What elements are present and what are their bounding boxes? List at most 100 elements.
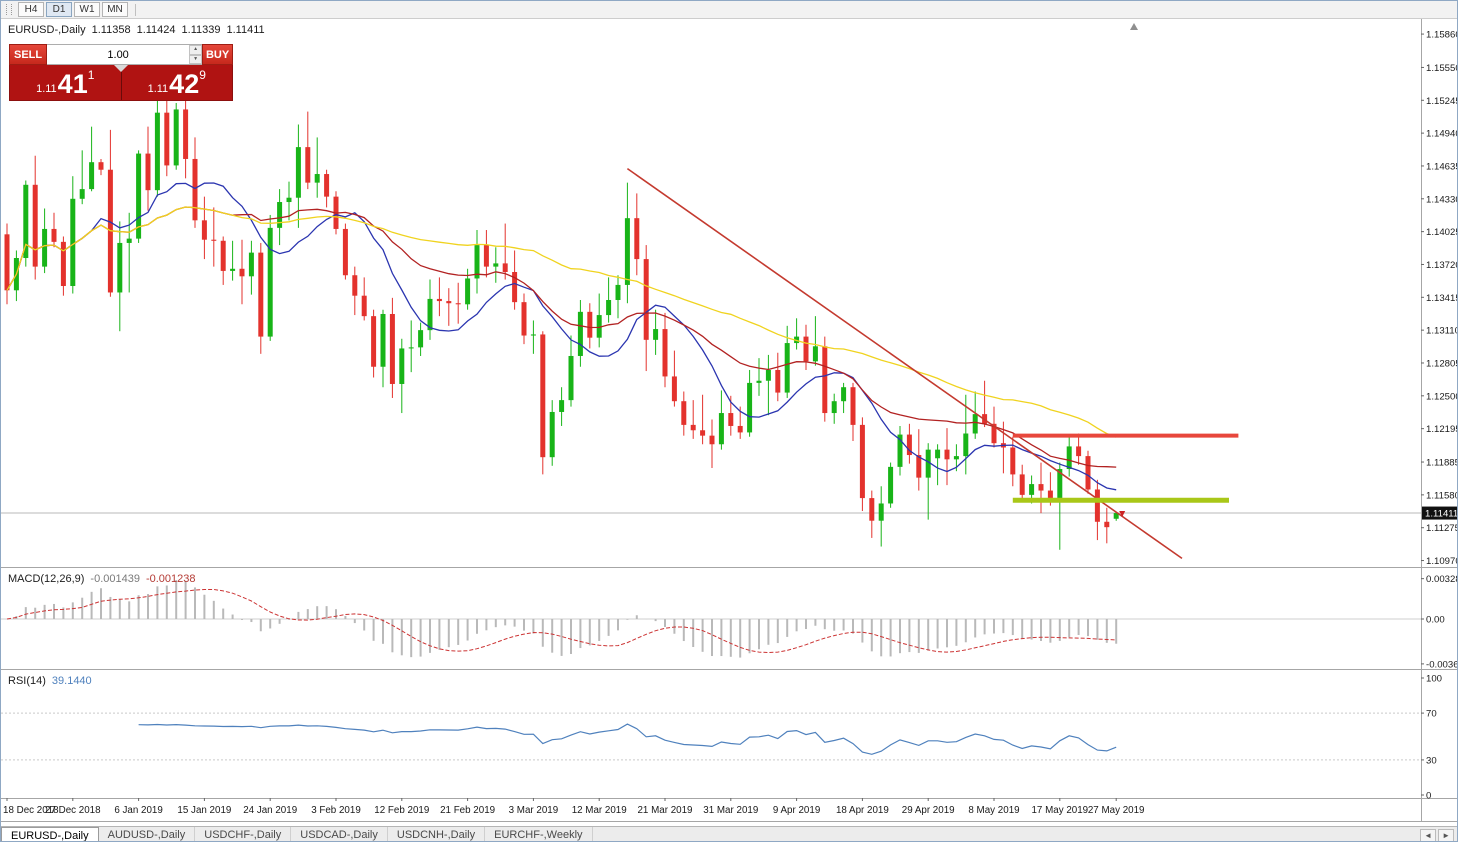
macd-name: MACD(12,26,9) — [8, 573, 85, 585]
svg-text:0: 0 — [1426, 791, 1431, 802]
volume-input[interactable] — [47, 45, 190, 64]
bid-big-digits: 41 — [57, 69, 88, 99]
volume-up-button[interactable]: ▲ — [189, 45, 203, 55]
ma-line-10 — [6, 182, 1117, 491]
svg-text:27 May 2019: 27 May 2019 — [1088, 805, 1145, 816]
current-price-badge — [1422, 506, 1457, 520]
svg-text:31 Mar 2019: 31 Mar 2019 — [703, 805, 758, 816]
svg-text:0.00328: 0.00328 — [1426, 574, 1458, 585]
buy-button[interactable]: BUY — [202, 44, 233, 65]
rsi-line — [138, 723, 1117, 755]
macd-header: MACD(12,26,9) -0.001439 -0.001238 — [8, 573, 196, 585]
descending-trendline — [626, 167, 1183, 560]
tab-audusd-daily[interactable]: AUDUSD-,Daily — [98, 827, 196, 841]
volume-down-button[interactable]: ▼ — [189, 54, 203, 64]
svg-text:1.14635: 1.14635 — [1426, 161, 1458, 172]
svg-text:70: 70 — [1426, 709, 1437, 720]
toolbar-separator — [135, 3, 136, 16]
quote-display: 1.11 41 1 1.11 42 9 — [9, 65, 233, 101]
svg-text:12 Mar 2019: 12 Mar 2019 — [572, 805, 627, 816]
price-pane[interactable] — [1, 92, 1421, 560]
ma-line-25 — [6, 206, 1117, 468]
rsi-pane[interactable] — [1, 712, 1421, 761]
svg-text:30: 30 — [1426, 755, 1437, 766]
tab-usdcad-daily[interactable]: USDCAD-,Daily — [291, 827, 388, 841]
svg-text:15 Jan 2019: 15 Jan 2019 — [177, 805, 231, 816]
svg-text:-0.00365: -0.00365 — [1426, 659, 1458, 670]
macd-pane[interactable] — [1, 580, 1421, 658]
tab-eurchf-weekly[interactable]: EURCHF-,Weekly — [485, 827, 593, 841]
svg-text:9 Apr 2019: 9 Apr 2019 — [773, 805, 820, 816]
svg-text:1.14025: 1.14025 — [1426, 227, 1458, 238]
svg-text:18 Dec 2018: 18 Dec 2018 — [3, 805, 59, 816]
svg-text:1.15550: 1.15550 — [1426, 63, 1458, 74]
bid-prefix: 1.11 — [36, 83, 57, 95]
svg-text:17 May 2019: 17 May 2019 — [1031, 805, 1088, 816]
rsi-value: 39.1440 — [51, 675, 92, 687]
volume-box: ▲ ▼ — [47, 44, 203, 65]
tabs-scroll-arrows: ◄ ► — [1420, 827, 1457, 841]
svg-text:1.15860: 1.15860 — [1426, 30, 1458, 41]
buy-price-button[interactable]: 1.11 42 9 — [122, 65, 233, 100]
quote-divider-icon — [114, 65, 128, 72]
trade-controls-row: SELL ▲ ▼ BUY — [9, 44, 233, 65]
svg-text:1.13415: 1.13415 — [1426, 293, 1458, 304]
tab-usdcnh-daily[interactable]: USDCNH-,Daily — [387, 827, 486, 841]
tabs-scroll-left-button[interactable]: ◄ — [1420, 828, 1437, 841]
sell-arrow-marker — [1119, 511, 1126, 518]
macd-signal-line — [6, 589, 1117, 654]
svg-text:24 Jan 2019: 24 Jan 2019 — [243, 805, 297, 816]
rsi-header: RSI(14) 39.1440 — [8, 675, 92, 687]
svg-text:21 Mar 2019: 21 Mar 2019 — [637, 805, 692, 816]
svg-text:1.12195: 1.12195 — [1426, 424, 1458, 435]
close-value: 1.11411 — [226, 24, 265, 36]
svg-text:0.00: 0.00 — [1426, 615, 1445, 626]
one-click-trading-panel: SELL ▲ ▼ BUY 1.11 41 1 1.11 42 9 — [9, 44, 233, 101]
svg-text:12 Feb 2019: 12 Feb 2019 — [374, 805, 429, 816]
svg-text:1.11275: 1.11275 — [1426, 523, 1458, 534]
svg-text:21 Feb 2019: 21 Feb 2019 — [440, 805, 495, 816]
high-value: 1.11424 — [136, 24, 176, 36]
svg-text:1.12500: 1.12500 — [1426, 391, 1458, 402]
svg-text:3 Feb 2019: 3 Feb 2019 — [311, 805, 361, 816]
low-value: 1.11339 — [181, 24, 221, 36]
symbol-label: EURUSD-,Daily — [8, 24, 86, 36]
ask-pipette: 9 — [199, 68, 206, 82]
svg-text:8 May 2019: 8 May 2019 — [968, 805, 1019, 816]
timeframe-d1-button[interactable]: D1 — [46, 2, 72, 17]
macd-main-value: -0.001439 — [90, 573, 140, 585]
ask-big-digits: 42 — [169, 69, 200, 99]
toolbar: H4 D1 W1 MN — [1, 1, 1457, 19]
sell-price-button[interactable]: 1.11 41 1 — [10, 65, 122, 100]
tabs-scroll-right-button[interactable]: ► — [1438, 828, 1454, 841]
svg-text:1.12805: 1.12805 — [1426, 358, 1458, 369]
rsi-name: RSI(14) — [8, 675, 46, 687]
timeframe-mn-button[interactable]: MN — [102, 2, 128, 17]
volume-spinner: ▲ ▼ — [189, 45, 203, 64]
tab-usdchf-daily[interactable]: USDCHF-,Daily — [195, 827, 292, 841]
svg-text:1.13720: 1.13720 — [1426, 260, 1458, 271]
svg-text:1.14940: 1.14940 — [1426, 129, 1458, 140]
macd-histogram — [15, 580, 1118, 658]
ask-prefix: 1.11 — [147, 83, 169, 95]
timeframe-h4-button[interactable]: H4 — [18, 2, 44, 17]
chart-shift-marker — [1130, 23, 1138, 30]
svg-text:1.10970: 1.10970 — [1426, 556, 1458, 567]
svg-text:18 Apr 2019: 18 Apr 2019 — [836, 805, 889, 816]
timeframe-w1-button[interactable]: W1 — [74, 2, 100, 17]
bid-pipette: 1 — [87, 68, 95, 82]
current-price-badge-label: 1.11411 — [1425, 509, 1458, 520]
candles — [4, 92, 1119, 550]
macd-signal-value: -0.001238 — [145, 573, 196, 585]
svg-text:6 Jan 2019: 6 Jan 2019 — [114, 805, 162, 816]
svg-text:1.11580: 1.11580 — [1426, 490, 1458, 501]
sell-button[interactable]: SELL — [9, 44, 48, 65]
svg-text:1.11885: 1.11885 — [1426, 458, 1458, 469]
chart-tabs-bar: EURUSD-,Daily AUDUSD-,Daily USDCHF-,Dail… — [1, 826, 1457, 841]
toolbar-grip[interactable] — [6, 4, 12, 15]
svg-text:100: 100 — [1426, 674, 1442, 685]
open-value: 1.11358 — [91, 24, 131, 36]
svg-text:1.14330: 1.14330 — [1426, 194, 1458, 205]
tab-eurusd-daily[interactable]: EURUSD-,Daily — [1, 827, 99, 841]
